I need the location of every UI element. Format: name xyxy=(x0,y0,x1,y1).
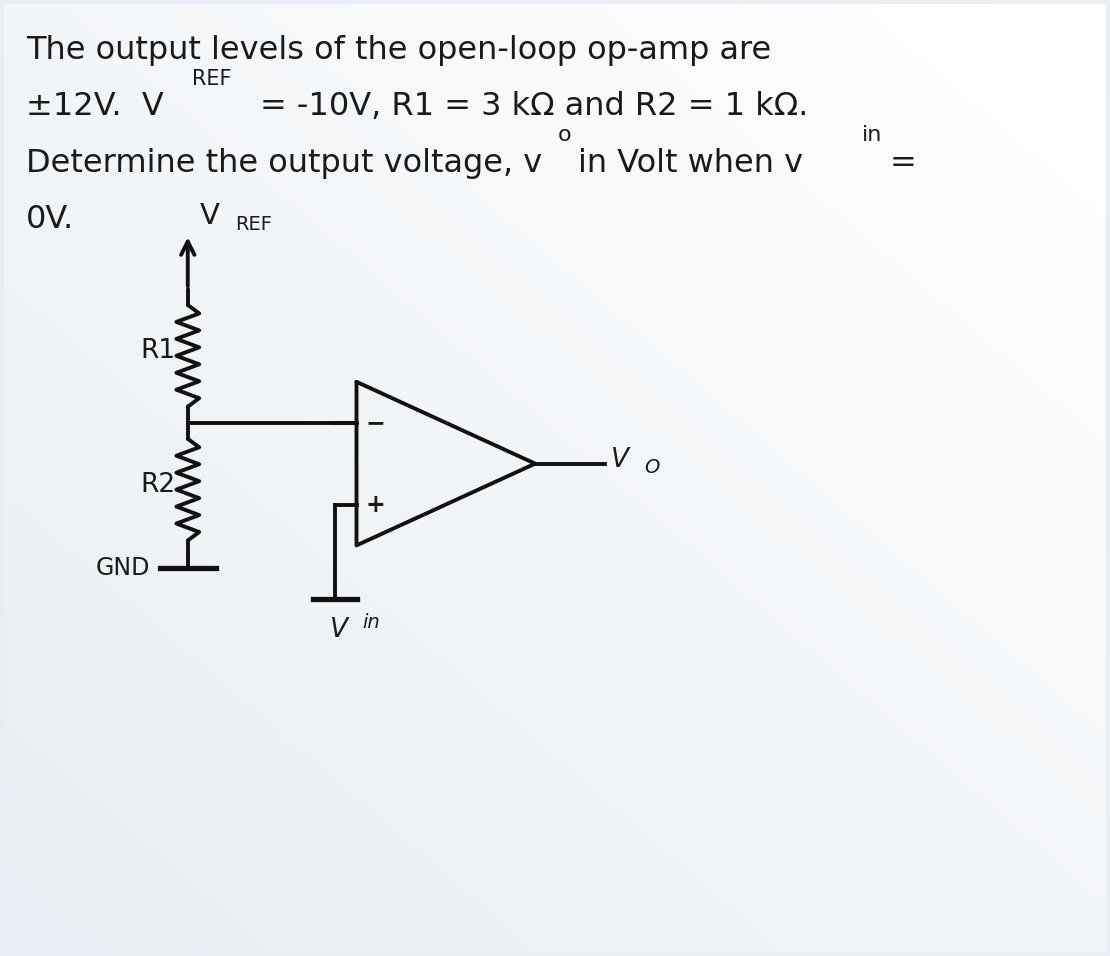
Text: −: − xyxy=(365,411,385,435)
Text: in Volt when v: in Volt when v xyxy=(578,148,803,179)
Text: +: + xyxy=(365,492,385,516)
Text: in: in xyxy=(861,125,882,145)
Text: R1: R1 xyxy=(141,337,175,364)
Text: Determine the output voltage, v: Determine the output voltage, v xyxy=(26,148,543,179)
Text: GND: GND xyxy=(95,556,150,580)
Text: o: o xyxy=(558,125,572,145)
Text: The output levels of the open-loop op-amp are: The output levels of the open-loop op-am… xyxy=(26,35,771,66)
Text: REF: REF xyxy=(192,69,232,89)
Text: =: = xyxy=(889,148,916,179)
Text: in: in xyxy=(363,613,381,632)
Text: V: V xyxy=(610,446,628,472)
Text: R2: R2 xyxy=(141,471,175,498)
Text: V: V xyxy=(330,617,347,642)
Text: = -10V, R1 = 3 kΩ and R2 = 1 kΩ.: = -10V, R1 = 3 kΩ and R2 = 1 kΩ. xyxy=(260,92,808,122)
Text: ±12V.  V: ±12V. V xyxy=(26,92,164,122)
Text: V: V xyxy=(200,203,220,230)
Text: O: O xyxy=(644,458,659,477)
Text: REF: REF xyxy=(235,215,272,234)
Text: 0V.: 0V. xyxy=(26,205,74,235)
